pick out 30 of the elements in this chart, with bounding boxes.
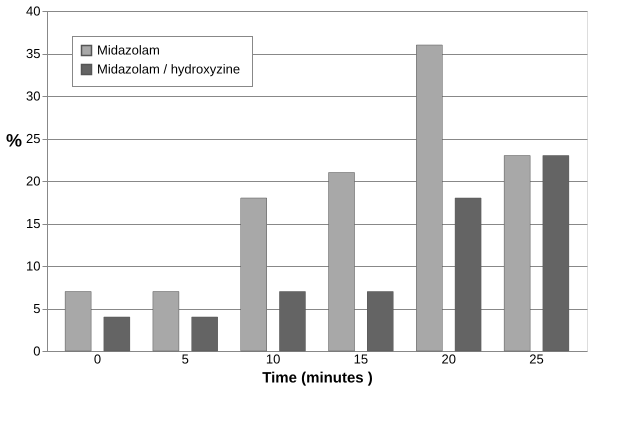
y-tick-label: 15: [26, 216, 40, 231]
y-axis-title: %: [6, 130, 22, 150]
y-tick-label: 20: [26, 174, 40, 188]
x-tick-label: 5: [182, 352, 189, 366]
bar: [191, 316, 218, 352]
y-tick-label: 25: [26, 131, 40, 146]
y-tick-label: 10: [26, 258, 40, 274]
y-tick-label: 30: [26, 88, 40, 104]
bar: [504, 155, 530, 352]
bar: [328, 172, 355, 352]
y-tick-label: 40: [26, 4, 40, 18]
x-tick-label: 10: [266, 352, 280, 366]
x-tick-label: 15: [354, 352, 368, 366]
legend-label: Midazolam: [97, 42, 160, 58]
bar: [542, 155, 570, 352]
bar: [104, 316, 130, 352]
bar: [367, 291, 394, 352]
x-axis-title: Time (minutes ): [262, 370, 373, 386]
bar: [64, 291, 92, 352]
bar: [279, 291, 306, 352]
y-tick-label: 35: [26, 46, 40, 61]
legend-label: Midazolam / hydroxyzine: [97, 62, 240, 76]
y-tick-label: 5: [33, 301, 40, 316]
bar: [240, 198, 267, 352]
bar: [416, 44, 443, 352]
x-tick-label: 20: [441, 352, 456, 366]
x-tick-label: 25: [529, 352, 544, 366]
bar: [454, 198, 482, 352]
x-tick-label: 0: [94, 352, 102, 366]
bar: [152, 291, 180, 352]
